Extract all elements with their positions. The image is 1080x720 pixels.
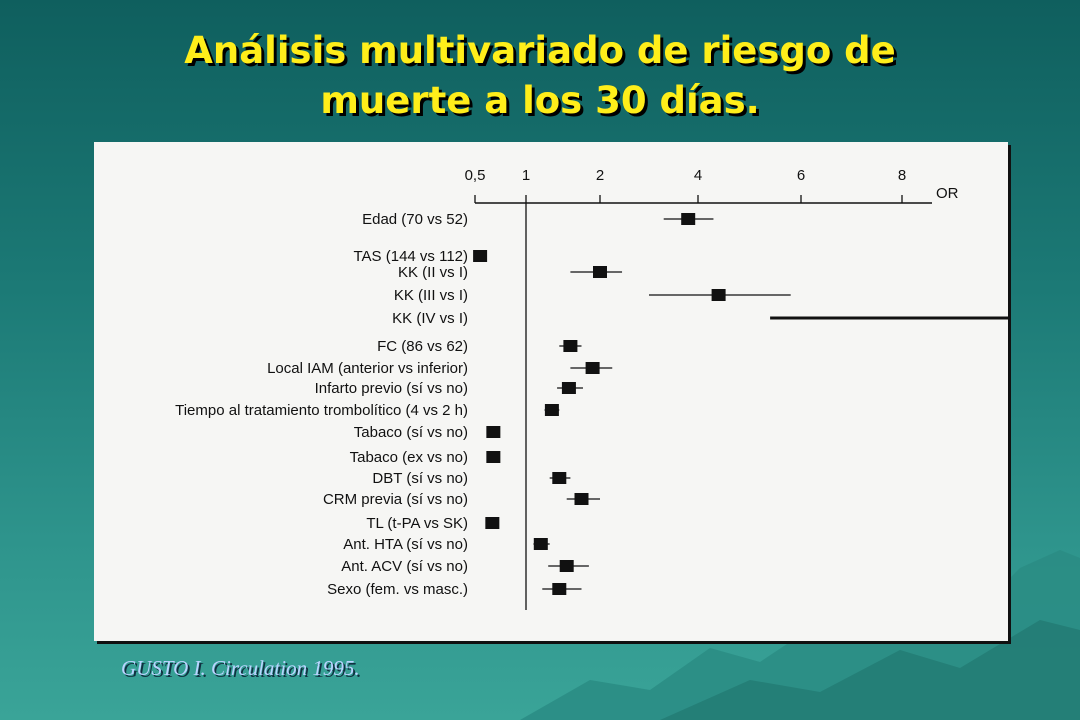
x-tick-label: 0,5	[465, 167, 486, 184]
point-marker	[533, 538, 548, 550]
row-label: CRM previa (sí vs no)	[323, 491, 468, 508]
row-label: Local IAM (anterior vs inferior)	[267, 360, 468, 377]
title-line-2: muerte a los 30 días.	[320, 79, 760, 122]
x-tick-label: 1	[522, 167, 530, 184]
chart-panel: 0,5 1 2 4 6 8 OR Edad (70 vs 52) TAS (144 vs 112…	[94, 142, 1008, 641]
point-marker	[593, 266, 607, 278]
point-marker	[486, 426, 501, 438]
row-label: Tabaco (ex vs no)	[350, 449, 468, 466]
row-label: TAS (144 vs 112)	[354, 248, 469, 265]
point-marker	[486, 451, 501, 463]
row-label: Ant. ACV (sí vs no)	[341, 558, 468, 575]
row-label: KK (II vs I)	[398, 264, 468, 281]
row-label: Edad (70 vs 52)	[362, 211, 468, 228]
point-marker	[485, 517, 500, 529]
point-marker	[544, 404, 559, 416]
x-tick-label: 4	[694, 167, 702, 184]
citation: GUSTO I. Circulation 1995.	[121, 656, 360, 680]
row-label: Sexo (fem. vs masc.)	[327, 581, 468, 598]
row-label: KK (III vs I)	[394, 287, 468, 304]
title-line-1: Análisis multivariado de riesgo de	[184, 29, 896, 72]
mountain-decoration	[520, 550, 1080, 720]
row-label: Infarto previo (sí vs no)	[315, 380, 468, 397]
point-marker	[473, 250, 488, 262]
row-label: Ant. HTA (sí vs no)	[343, 536, 468, 553]
x-tick-label: 2	[596, 167, 604, 184]
point-marker	[574, 493, 589, 505]
point-marker	[552, 583, 567, 595]
x-tick-label: 6	[797, 167, 805, 184]
point-marker	[552, 472, 567, 484]
row-label: DBT (sí vs no)	[372, 470, 468, 487]
point-marker	[563, 340, 578, 352]
forest-plot: 0,5 1 2 4 6 8 OR Edad (70 vs 52) TAS (144 vs 112…	[175, 167, 1008, 610]
row-label: FC (86 vs 62)	[377, 338, 468, 355]
x-tick-label: 8	[898, 167, 906, 184]
slide-title: Análisis multivariado de riesgo de muert…	[0, 26, 1080, 126]
point-marker	[585, 362, 600, 374]
x-axis-label: OR	[936, 185, 959, 202]
row-label: TL (t-PA vs SK)	[366, 515, 468, 532]
row-label: Tiempo al tratamiento trombolítico (4 vs…	[175, 402, 468, 419]
row-label: KK (IV vs I)	[392, 310, 468, 327]
point-marker	[681, 213, 696, 225]
point-marker	[559, 560, 574, 572]
point-marker	[561, 382, 576, 394]
row-label: Tabaco (sí vs no)	[354, 424, 468, 441]
point-marker	[711, 289, 726, 301]
